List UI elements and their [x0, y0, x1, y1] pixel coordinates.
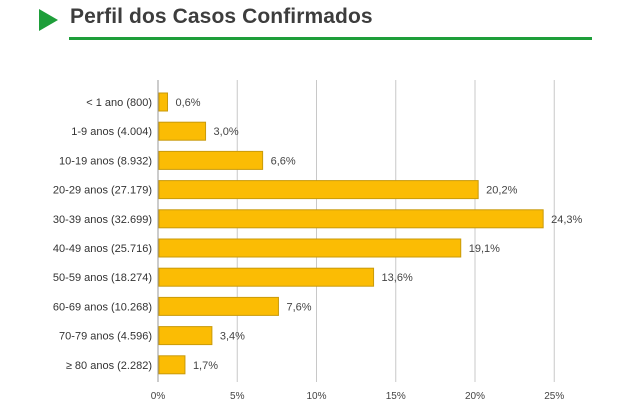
- data-label: 3,4%: [220, 331, 245, 343]
- category-label: 40-49 anos (25.716): [53, 243, 152, 255]
- data-label: 1,7%: [193, 360, 218, 372]
- bar: [158, 121, 207, 141]
- data-label: 24,3%: [551, 214, 582, 226]
- title-underline: [69, 37, 592, 40]
- data-label: 6,6%: [271, 155, 296, 167]
- x-tick-label: 25%: [544, 391, 564, 402]
- bar: [158, 180, 479, 200]
- chart-bars: [158, 92, 544, 375]
- data-label: 20,2%: [486, 185, 517, 197]
- data-label: 13,6%: [382, 272, 413, 284]
- category-label: 10-19 anos (8.932): [59, 155, 152, 167]
- bar: [158, 355, 186, 375]
- category-label: 50-59 anos (18.274): [53, 272, 152, 284]
- category-label: ≥ 80 anos (2.282): [66, 360, 152, 372]
- chart-grid: [157, 80, 555, 382]
- bar: [158, 238, 462, 258]
- x-tick-labels: 0% 5% 10% 15% 20% 25%: [151, 391, 565, 402]
- category-label: < 1 ano (800): [86, 97, 152, 109]
- category-label: 1-9 anos (4.004): [71, 126, 152, 138]
- x-tick-label: 15%: [386, 391, 406, 402]
- value-labels: 0,6% 3,0% 6,6% 20,2% 24,3% 19,1% 13,6% 7,6% 3,4%…: [176, 97, 583, 372]
- category-label: 20-29 anos (27.179): [53, 185, 152, 197]
- header: Perfil dos Casos Confirmados: [0, 0, 636, 44]
- category-label: 60-69 anos (10.268): [53, 301, 152, 313]
- page-title: Perfil dos Casos Confirmados: [70, 5, 373, 28]
- x-tick-label: 10%: [306, 391, 326, 402]
- x-tick-label: 5%: [230, 391, 245, 402]
- bar: [158, 150, 264, 170]
- category-label: 70-79 anos (4.596): [59, 331, 152, 343]
- data-label: 0,6%: [176, 97, 201, 109]
- bar: [158, 326, 213, 346]
- data-label: 7,6%: [286, 301, 311, 313]
- data-label: 3,0%: [214, 126, 239, 138]
- category-labels: < 1 ano (800) 1-9 anos (4.004) 10-19 anos …: [53, 97, 152, 372]
- bar: [158, 209, 544, 229]
- bar: [158, 267, 375, 287]
- bar: [158, 296, 279, 316]
- x-tick-label: 0%: [151, 391, 166, 402]
- play-arrow-icon: [39, 9, 58, 31]
- bar: [158, 92, 169, 112]
- category-label: 30-39 anos (32.699): [53, 214, 152, 226]
- x-tick-label: 20%: [465, 391, 485, 402]
- data-label: 19,1%: [469, 243, 500, 255]
